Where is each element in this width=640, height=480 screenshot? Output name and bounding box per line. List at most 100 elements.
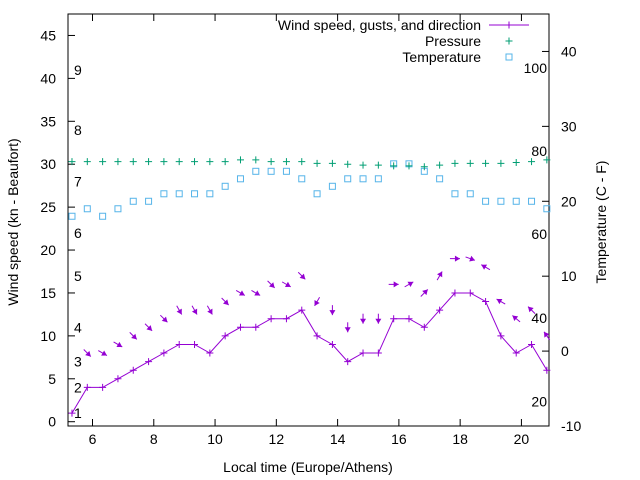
temperature-point: [512, 197, 520, 205]
y2-tick-label: -10: [561, 418, 581, 434]
beaufort-label: 3: [74, 354, 82, 370]
pressure-point: [68, 158, 76, 166]
fahrenheit-label: 80: [531, 143, 547, 159]
beaufort-label: 1: [74, 405, 82, 421]
y-tick-label: 35: [40, 113, 56, 129]
beaufort-label: 9: [74, 62, 82, 78]
wind-speed-point: [482, 298, 490, 306]
wind-speed-point: [512, 349, 520, 357]
pressure-point: [99, 158, 107, 166]
y-tick-label: 5: [48, 371, 56, 387]
pressure-point: [129, 158, 137, 166]
y2-tick-label: 30: [561, 118, 577, 134]
temperature-point: [252, 167, 260, 175]
y-tick-label: 40: [40, 70, 56, 86]
pressure-point: [420, 163, 428, 171]
wind-direction-arrows: [83, 255, 551, 357]
beaufort-label: 4: [74, 319, 82, 335]
temperature-point: [221, 182, 229, 190]
pressure-point: [374, 161, 382, 169]
wind-speed-point: [451, 289, 459, 297]
pressure-point: [344, 160, 352, 168]
axes-layer: 6 8 10 12 14 16 18 20051015202530354045-1001020…: [40, 13, 581, 447]
wind-speed-point: [175, 340, 183, 348]
temperature-point: [451, 190, 459, 198]
fahrenheit-label: 100: [524, 60, 548, 76]
temperature-series: [68, 160, 551, 220]
y2-tick-label: 0: [561, 343, 569, 359]
pressure-point: [451, 159, 459, 167]
y-tick-label: 30: [40, 156, 56, 172]
x-tick-label: 8: [150, 431, 158, 447]
beaufort-label: 8: [74, 122, 82, 138]
wind-direction-head: [284, 281, 291, 287]
wind-direction-head: [116, 341, 123, 348]
y2-tick-label: 40: [561, 43, 577, 59]
wind-speed-point: [543, 366, 551, 374]
temperature-point: [282, 167, 290, 175]
temperature-point: [191, 190, 199, 198]
pressure-point: [206, 158, 214, 166]
legend-label-pressure: Pressure: [425, 33, 481, 49]
legend: Wind speed, gusts, and direction Pressur…: [278, 17, 529, 65]
x-tick-label: 10: [207, 431, 223, 447]
temperature-point: [206, 190, 214, 198]
temperature-point: [83, 205, 91, 213]
wind-speed-point: [313, 332, 321, 340]
fahrenheit-label: 20: [531, 393, 547, 409]
pressure-point: [466, 159, 474, 167]
wind-direction-head: [101, 350, 107, 356]
wind-speed-point: [436, 306, 444, 314]
pressure-point: [145, 158, 153, 166]
temperature-point: [175, 190, 183, 198]
pressure-series: [68, 156, 551, 171]
fahrenheit-label: 40: [531, 310, 547, 326]
temperature-point: [99, 212, 107, 220]
wind-speed-point: [252, 323, 260, 331]
wind-direction-head: [146, 325, 153, 331]
wind-direction-head: [269, 282, 275, 288]
wind-speed-point: [129, 366, 137, 374]
pressure-point: [512, 158, 520, 166]
wind-direction-head: [176, 308, 182, 315]
legend-label-temperature: Temperature: [402, 49, 481, 65]
wind-direction-head: [314, 300, 320, 306]
x-tick-label: 6: [89, 431, 97, 447]
wind-direction-head: [207, 308, 213, 315]
wind-speed-point: [528, 340, 536, 348]
wind-direction-head: [85, 350, 91, 357]
wind-speed-point: [68, 409, 76, 417]
wind-direction-head: [496, 298, 503, 305]
pressure-point: [298, 158, 306, 166]
wind-speed-point: [497, 332, 505, 340]
wind-speed-point: [160, 349, 168, 357]
wind-direction-head: [422, 289, 428, 296]
wind-direction-head: [375, 318, 382, 324]
temperature-point: [298, 175, 306, 183]
x-tick-label: 20: [514, 431, 530, 447]
legend-label-wind: Wind speed, gusts, and direction: [278, 17, 481, 33]
pressure-point: [313, 159, 321, 167]
wind-direction-head: [131, 333, 137, 340]
wind-speed-point: [328, 340, 336, 348]
wind-direction-head: [360, 318, 367, 324]
beaufort-label: 5: [74, 268, 82, 284]
wind-direction-head: [238, 290, 245, 296]
temperature-point: [145, 197, 153, 205]
pressure-point: [543, 156, 551, 164]
pressure-point: [390, 162, 398, 170]
wind-direction-head: [344, 327, 351, 333]
x-axis-label: Local time (Europe/Athens): [223, 459, 393, 475]
temperature-point: [528, 197, 536, 205]
wind-speed-point: [206, 349, 214, 357]
temperature-point: [374, 175, 382, 183]
legend-marker-pressure: [505, 37, 513, 45]
wind-speed-point: [83, 383, 91, 391]
wind-speed-point: [236, 323, 244, 331]
temperature-point: [497, 197, 505, 205]
pressure-point: [114, 158, 122, 166]
wind-speed-point: [298, 306, 306, 314]
plot-border: [67, 13, 550, 427]
wind-speed-point: [99, 383, 107, 391]
pressure-point: [436, 161, 444, 169]
